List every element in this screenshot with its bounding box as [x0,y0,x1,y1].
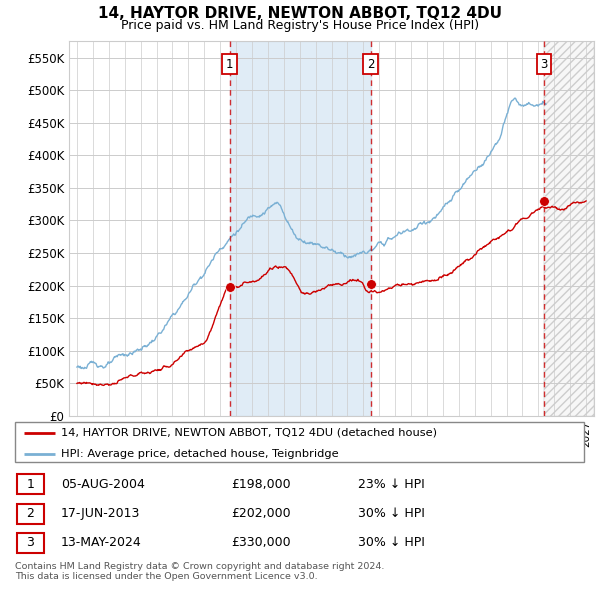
FancyBboxPatch shape [15,422,584,462]
Text: £202,000: £202,000 [231,507,290,520]
FancyBboxPatch shape [17,474,44,494]
Text: 2: 2 [367,58,374,71]
Text: 2: 2 [26,507,34,520]
Text: 14, HAYTOR DRIVE, NEWTON ABBOT, TQ12 4DU (detached house): 14, HAYTOR DRIVE, NEWTON ABBOT, TQ12 4DU… [61,428,437,438]
Bar [230,41,371,416]
Text: 13-MAY-2024: 13-MAY-2024 [61,536,142,549]
Text: HPI: Average price, detached house, Teignbridge: HPI: Average price, detached house, Teig… [61,449,338,459]
Text: 05-AUG-2004: 05-AUG-2004 [61,478,145,491]
Text: 3: 3 [541,58,548,71]
Bar [544,41,594,416]
Text: Price paid vs. HM Land Registry's House Price Index (HPI): Price paid vs. HM Land Registry's House … [121,19,479,32]
Bar [544,41,594,416]
Text: 23% ↓ HPI: 23% ↓ HPI [358,478,424,491]
Text: 3: 3 [26,536,34,549]
Text: 14, HAYTOR DRIVE, NEWTON ABBOT, TQ12 4DU: 14, HAYTOR DRIVE, NEWTON ABBOT, TQ12 4DU [98,6,502,21]
Text: 30% ↓ HPI: 30% ↓ HPI [358,507,424,520]
Text: £330,000: £330,000 [231,536,290,549]
FancyBboxPatch shape [17,504,44,524]
Text: 1: 1 [226,58,233,71]
Text: 30% ↓ HPI: 30% ↓ HPI [358,536,424,549]
FancyBboxPatch shape [17,533,44,553]
Text: 17-JUN-2013: 17-JUN-2013 [61,507,140,520]
Text: Contains HM Land Registry data © Crown copyright and database right 2024.
This d: Contains HM Land Registry data © Crown c… [15,562,385,581]
Text: £198,000: £198,000 [231,478,290,491]
Text: 1: 1 [26,478,34,491]
